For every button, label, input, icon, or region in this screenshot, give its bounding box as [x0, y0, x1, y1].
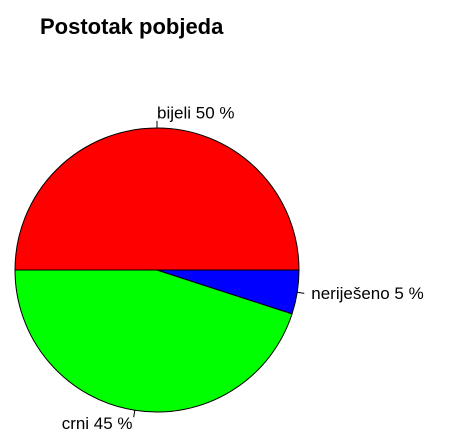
slice-label: neriješeno 5 %: [311, 284, 423, 303]
slice-label: crni 45 %: [62, 414, 133, 433]
pie-slice: [14, 269, 293, 413]
label-leader: [297, 291, 305, 294]
chart-title: Postotak pobjeda: [40, 14, 224, 39]
pie-slice: [156, 269, 300, 315]
slice-label: bijeli 50 %: [157, 103, 235, 122]
label-leader: [133, 410, 136, 418]
pie-slice: [14, 127, 300, 271]
